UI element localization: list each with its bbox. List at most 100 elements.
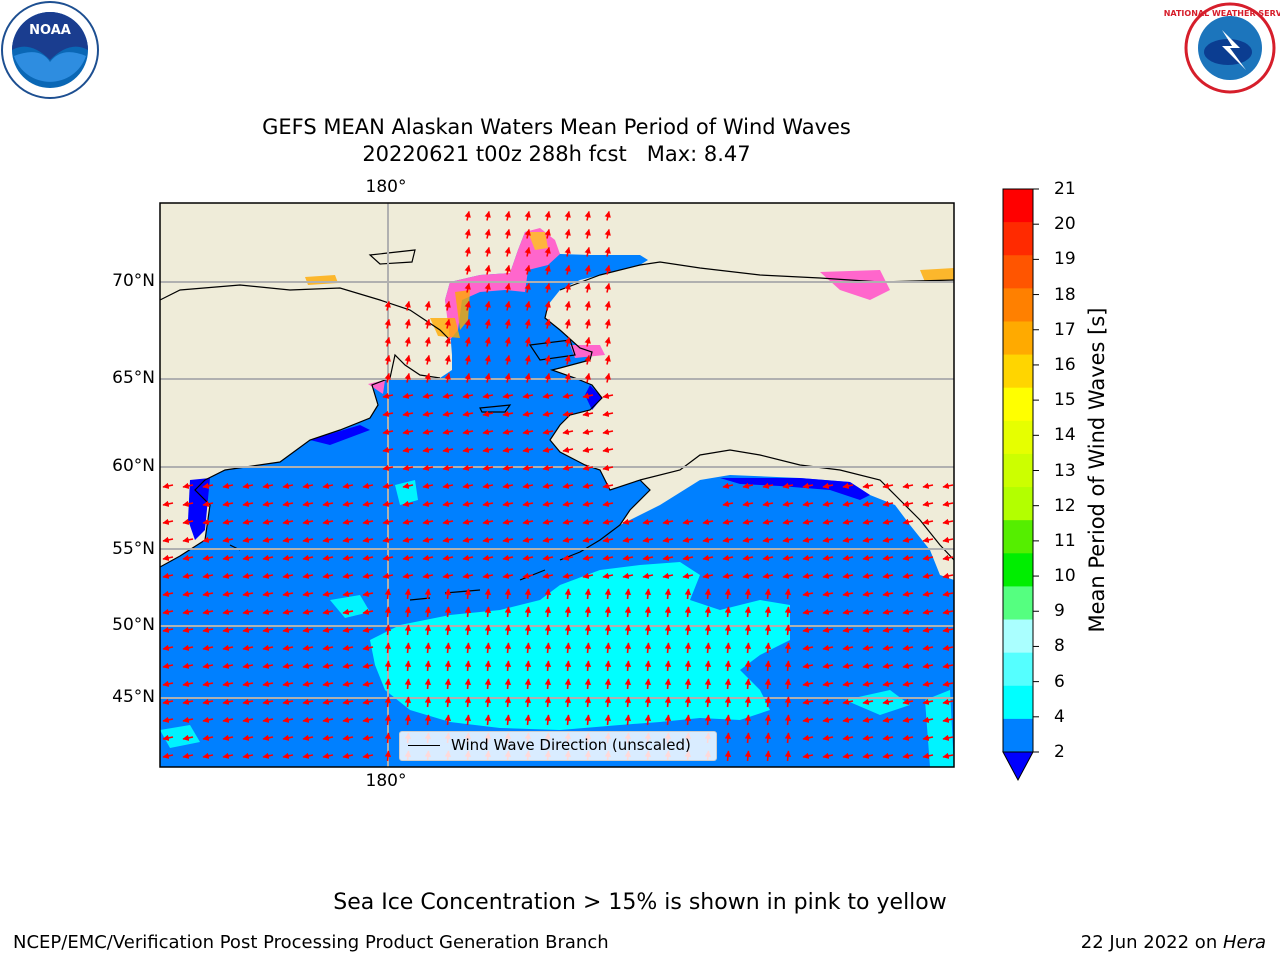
wind-wave-arrow [182, 734, 194, 742]
ocean-period-below-2 [720, 478, 870, 500]
colorbar-tick-label: 15 [1054, 390, 1076, 411]
wind-wave-arrow [724, 606, 732, 618]
wind-wave-arrow [322, 554, 334, 562]
wind-wave-arrow [322, 500, 334, 508]
wind-wave-arrow [202, 716, 214, 724]
wind-wave-arrow [182, 680, 194, 688]
wind-wave-arrow [384, 336, 391, 347]
wind-wave-arrow [784, 696, 792, 708]
wind-wave-arrow [202, 734, 214, 742]
wind-wave-arrow [582, 446, 594, 454]
wind-wave-arrow [564, 714, 572, 726]
wind-wave-arrow [822, 752, 834, 760]
wind-wave-arrow [862, 626, 874, 634]
colorbar-segment [1003, 553, 1033, 587]
wind-wave-arrow [544, 660, 552, 672]
wind-wave-arrow [302, 716, 314, 724]
wind-wave-arrow [242, 662, 254, 670]
wind-wave-arrow [802, 734, 814, 742]
wind-wave-arrow [182, 590, 194, 598]
wind-wave-arrow [644, 588, 652, 600]
wind-wave-arrow [182, 572, 194, 580]
legend-line-swatch [408, 745, 440, 746]
wind-wave-arrow [422, 536, 434, 544]
wind-wave-arrow [362, 608, 374, 616]
wind-wave-arrow [882, 518, 894, 526]
colorbar-segment [1003, 487, 1033, 521]
wind-wave-arrow [522, 392, 534, 400]
wind-wave-arrow [202, 644, 214, 652]
wind-wave-arrow [322, 536, 334, 544]
wind-wave-arrow [722, 500, 734, 508]
wind-wave-arrow [442, 410, 454, 418]
wind-wave-arrow [644, 660, 652, 672]
wind-wave-arrow [802, 752, 814, 760]
wind-wave-arrow [302, 626, 314, 634]
wind-wave-arrow [502, 536, 514, 544]
wind-wave-arrow [902, 482, 914, 490]
wind-wave-arrow [922, 554, 934, 562]
colorbar-tick-label: 2 [1054, 742, 1065, 762]
wind-wave-arrow [302, 500, 314, 508]
wind-wave-arrow [684, 660, 692, 672]
wind-wave-arrow [542, 518, 554, 526]
wind-wave-arrow [602, 446, 614, 454]
wind-wave-arrow [582, 554, 594, 562]
lat-label-65: 65°N [112, 368, 155, 388]
wind-wave-arrow [664, 696, 672, 708]
wind-wave-arrow [784, 624, 792, 636]
svg-text:NATIONAL WEATHER SERVICE: NATIONAL WEATHER SERVICE [1164, 9, 1280, 18]
wind-wave-arrow [902, 518, 914, 526]
wind-wave-arrow [942, 500, 954, 508]
wind-wave-arrow [282, 482, 294, 490]
wind-wave-arrow [802, 500, 814, 508]
wind-wave-arrow [742, 572, 754, 580]
wind-wave-arrow [642, 572, 654, 580]
wind-wave-arrow [882, 608, 894, 616]
wind-wave-arrow [424, 336, 431, 347]
wind-wave-arrow [582, 464, 594, 472]
wind-wave-arrow [464, 354, 471, 365]
wind-wave-arrow [342, 590, 354, 598]
wind-wave-arrow [764, 678, 772, 690]
wind-wave-arrow [382, 500, 394, 508]
wind-wave-arrow [162, 590, 174, 598]
wind-wave-arrow [722, 572, 734, 580]
wind-wave-arrow [464, 588, 472, 600]
wind-wave-arrow [382, 410, 394, 418]
wind-wave-arrow [384, 678, 392, 690]
wind-wave-arrow [584, 318, 591, 329]
colorbar-tick-label: 6 [1054, 671, 1065, 692]
wind-wave-arrow [222, 554, 234, 562]
wind-wave-arrow [202, 698, 214, 706]
wind-wave-arrow [202, 680, 214, 688]
wind-wave-arrow [362, 716, 374, 724]
wind-wave-arrow [362, 626, 374, 634]
wind-wave-arrow [302, 518, 314, 526]
colorbar-segment [1003, 685, 1033, 720]
wind-wave-arrow [504, 354, 511, 365]
wind-wave-arrow [444, 318, 451, 329]
wind-wave-arrow [942, 590, 954, 598]
wind-wave-arrow [362, 698, 374, 706]
wind-wave-arrow [502, 392, 514, 400]
wind-wave-arrow [544, 264, 551, 275]
wind-wave-arrow [764, 642, 772, 654]
wind-wave-arrow [342, 536, 354, 544]
wind-wave-arrow [742, 500, 754, 508]
colorbar-tick-label: 10 [1054, 566, 1076, 587]
wind-wave-arrow [524, 624, 532, 636]
wind-wave-arrow [504, 228, 511, 239]
wind-wave-arrow [564, 246, 571, 257]
wind-wave-arrow [242, 716, 254, 724]
wind-wave-arrow [282, 662, 294, 670]
wind-wave-arrow [262, 644, 274, 652]
wind-wave-arrow [504, 624, 512, 636]
wind-wave-arrow [222, 662, 234, 670]
ocean-period-4-6 [370, 562, 790, 730]
sea-ice [920, 268, 954, 282]
sea-ice [820, 270, 890, 300]
wind-wave-arrow [622, 536, 634, 544]
wind-wave-arrow [442, 518, 454, 526]
wind-wave-arrow [162, 626, 174, 634]
